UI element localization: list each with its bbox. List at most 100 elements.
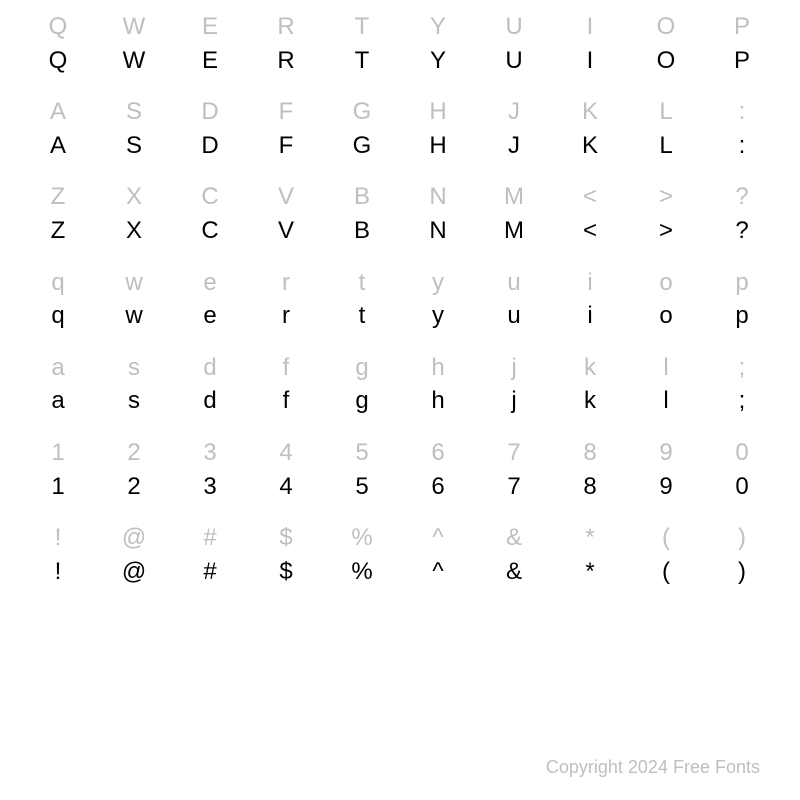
row-pair-6: ! @ # $ % ^ & * ( ) ! @ # $ % ^ & * ( ) [20,521,780,588]
ref-cell: F [248,95,324,129]
sample-cell: I [552,44,628,78]
sample-cell: D [172,129,248,163]
sample-cell: h [400,384,476,418]
ref-cell: p [704,266,780,300]
sample-cell: % [324,555,400,589]
row-sample-2: Z X C V B N M < > ? [20,214,780,248]
ref-cell: N [400,180,476,214]
sample-cell: ; [704,384,780,418]
ref-cell: @ [96,521,172,555]
sample-cell: @ [96,555,172,589]
ref-cell: r [248,266,324,300]
ref-cell: f [248,351,324,385]
ref-cell: ! [20,521,96,555]
ref-cell: ) [704,521,780,555]
sample-cell: $ [248,555,324,589]
sample-cell: 6 [400,470,476,504]
ref-cell: 3 [172,436,248,470]
sample-cell: a [20,384,96,418]
ref-cell: ; [704,351,780,385]
ref-cell: 7 [476,436,552,470]
ref-cell: > [628,180,704,214]
row-pair-1: A S D F G H J K L : A S D F G H J K L : [20,95,780,162]
copyright-text: Copyright 2024 Free Fonts [546,757,760,778]
sample-cell: j [476,384,552,418]
ref-cell: l [628,351,704,385]
ref-cell: G [324,95,400,129]
sample-cell: Q [20,44,96,78]
ref-cell: a [20,351,96,385]
row-ref-0: Q W E R T Y U I O P [20,10,780,44]
ref-cell: D [172,95,248,129]
ref-cell: e [172,266,248,300]
sample-cell: ) [704,555,780,589]
sample-cell: r [248,299,324,333]
sample-cell: O [628,44,704,78]
ref-cell: * [552,521,628,555]
sample-cell: g [324,384,400,418]
ref-cell: d [172,351,248,385]
row-sample-6: ! @ # $ % ^ & * ( ) [20,555,780,589]
row-ref-3: q w e r t y u i o p [20,266,780,300]
row-sample-5: 1 2 3 4 5 6 7 8 9 0 [20,470,780,504]
ref-cell: R [248,10,324,44]
sample-cell: k [552,384,628,418]
row-pair-2: Z X C V B N M < > ? Z X C V B N M < > ? [20,180,780,247]
sample-cell: T [324,44,400,78]
sample-cell: Y [400,44,476,78]
row-ref-1: A S D F G H J K L : [20,95,780,129]
sample-cell: t [324,299,400,333]
sample-cell: S [96,129,172,163]
ref-cell: # [172,521,248,555]
row-sample-0: Q W E R T Y U I O P [20,44,780,78]
sample-cell: w [96,299,172,333]
ref-cell: u [476,266,552,300]
ref-cell: U [476,10,552,44]
sample-cell: q [20,299,96,333]
sample-cell: 1 [20,470,96,504]
ref-cell: X [96,180,172,214]
sample-cell: y [400,299,476,333]
ref-cell: S [96,95,172,129]
sample-cell: N [400,214,476,248]
ref-cell: 1 [20,436,96,470]
sample-cell: l [628,384,704,418]
sample-cell: u [476,299,552,333]
ref-cell: 9 [628,436,704,470]
ref-cell: y [400,266,476,300]
sample-cell: 9 [628,470,704,504]
ref-cell: k [552,351,628,385]
sample-cell: A [20,129,96,163]
ref-cell: ^ [400,521,476,555]
font-character-map: Q W E R T Y U I O P Q W E R T Y U I O P … [0,0,800,588]
sample-cell: < [552,214,628,248]
row-ref-6: ! @ # $ % ^ & * ( ) [20,521,780,555]
sample-cell: B [324,214,400,248]
sample-cell: p [704,299,780,333]
ref-cell: Y [400,10,476,44]
sample-cell: & [476,555,552,589]
ref-cell: M [476,180,552,214]
row-pair-4: a s d f g h j k l ; a s d f g h j k l ; [20,351,780,418]
ref-cell: P [704,10,780,44]
sample-cell: X [96,214,172,248]
sample-cell: R [248,44,324,78]
ref-cell: ( [628,521,704,555]
sample-cell: f [248,384,324,418]
sample-cell: e [172,299,248,333]
ref-cell: B [324,180,400,214]
ref-cell: C [172,180,248,214]
row-ref-4: a s d f g h j k l ; [20,351,780,385]
ref-cell: 8 [552,436,628,470]
ref-cell: H [400,95,476,129]
ref-cell: j [476,351,552,385]
sample-cell: 0 [704,470,780,504]
sample-cell: d [172,384,248,418]
ref-cell: 6 [400,436,476,470]
ref-cell: 5 [324,436,400,470]
sample-cell: o [628,299,704,333]
sample-cell: F [248,129,324,163]
sample-cell: G [324,129,400,163]
ref-cell: & [476,521,552,555]
sample-cell: ^ [400,555,476,589]
